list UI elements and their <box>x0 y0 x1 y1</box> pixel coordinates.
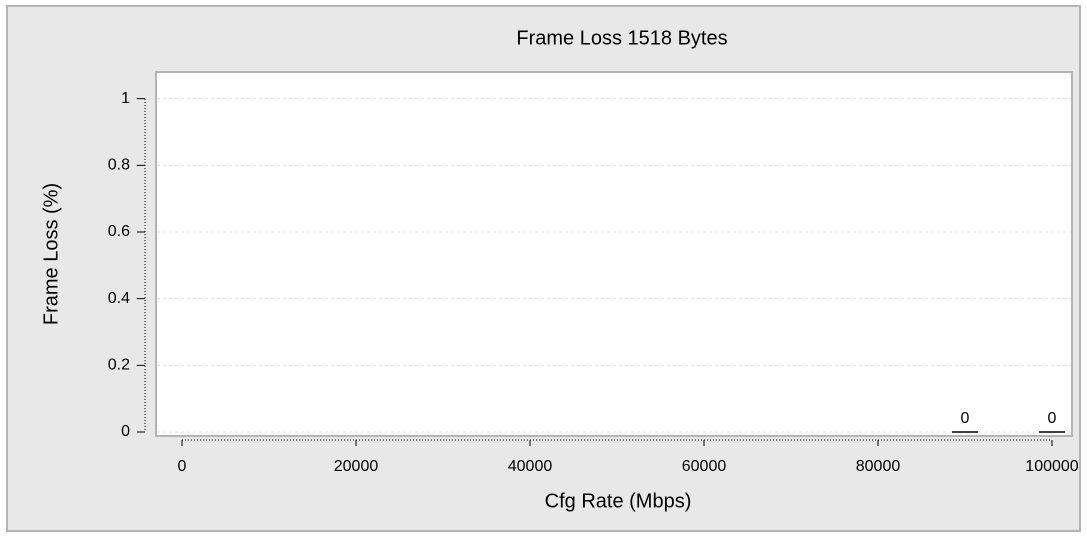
x-tick-label: 80000 <box>856 458 901 475</box>
x-tick-label: 100000 <box>1025 458 1078 475</box>
y-tick-label: 1 <box>121 90 130 107</box>
data-label: 0 <box>1048 410 1057 427</box>
plot-area <box>155 71 1073 437</box>
y-tick-label: 0.8 <box>108 157 130 174</box>
x-tick-label: 60000 <box>682 458 727 475</box>
y-tick-label: 0.2 <box>108 357 130 374</box>
x-axis-label: Cfg Rate (Mbps) <box>545 490 692 512</box>
y-tick-label: 0.6 <box>108 223 130 240</box>
y-tick-label: 0.4 <box>108 290 130 307</box>
data-label: 0 <box>961 410 970 427</box>
chart-title: Frame Loss 1518 Bytes <box>516 27 727 49</box>
x-tick-label: 40000 <box>508 458 553 475</box>
y-axis-label: Frame Loss (%) <box>40 183 62 325</box>
x-tick-label: 0 <box>178 458 187 475</box>
y-tick-label: 0 <box>121 423 130 440</box>
x-tick-label: 20000 <box>334 458 379 475</box>
